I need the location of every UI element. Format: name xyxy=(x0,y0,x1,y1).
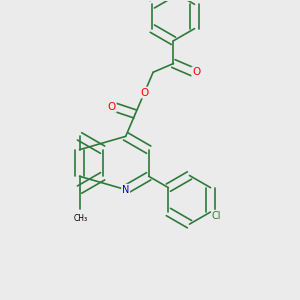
Text: O: O xyxy=(108,102,116,112)
Text: O: O xyxy=(192,67,200,77)
Text: Cl: Cl xyxy=(212,211,221,220)
Text: CH₃: CH₃ xyxy=(74,214,88,223)
Text: N: N xyxy=(122,184,129,195)
Text: O: O xyxy=(140,88,148,98)
